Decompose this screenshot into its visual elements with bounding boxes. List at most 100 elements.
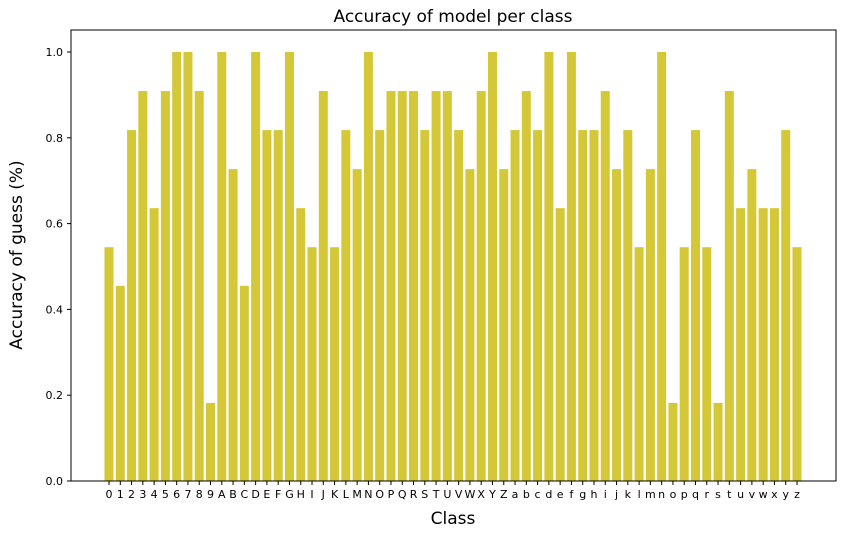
plot-frame	[70, 29, 837, 482]
bar-3	[138, 91, 148, 481]
x-tick-label: h	[590, 488, 597, 501]
bar-r	[702, 247, 712, 481]
x-tick-label: p	[681, 488, 688, 501]
x-tick-label: P	[388, 488, 395, 501]
x-tick-label: 2	[128, 488, 135, 501]
x-tick-label: M	[352, 488, 362, 501]
x-tick-label: Q	[398, 488, 407, 501]
x-tick-label: f	[569, 488, 574, 501]
x-tick-label: 5	[162, 488, 169, 501]
x-tick-label: E	[263, 488, 270, 501]
x-tick-label: z	[794, 488, 800, 501]
x-tick-label: T	[432, 488, 440, 501]
bar-e	[555, 208, 565, 481]
x-tick-label: N	[364, 488, 372, 501]
bar-l	[634, 247, 644, 481]
x-tick-label: q	[692, 488, 699, 501]
bar-a	[510, 130, 520, 481]
x-tick-label: L	[343, 488, 350, 501]
bar-E	[262, 130, 272, 481]
bar-w	[758, 208, 768, 481]
bar-L	[341, 130, 351, 481]
x-tick-label: B	[229, 488, 237, 501]
bar-9	[206, 402, 216, 481]
bar-S	[420, 130, 430, 481]
y-tick-label: 0.8	[46, 132, 64, 145]
bar-s	[713, 402, 723, 481]
bar-o	[668, 402, 678, 481]
y-tick-label: 0.0	[46, 475, 64, 488]
bar-7	[183, 52, 193, 481]
x-tick-label: y	[782, 488, 789, 501]
x-tick-label: F	[275, 488, 281, 501]
bar-v	[747, 169, 757, 481]
bar-H	[296, 208, 306, 481]
bar-X	[476, 91, 486, 481]
bar-p	[679, 247, 689, 481]
bar-5	[160, 91, 170, 481]
bar-2	[127, 130, 137, 481]
x-tick-label: A	[218, 488, 226, 501]
bar-B	[228, 169, 238, 481]
bar-u	[736, 208, 746, 481]
x-tick-label: O	[375, 488, 384, 501]
x-tick-label: s	[715, 488, 721, 501]
x-tick-label: G	[285, 488, 294, 501]
bar-6	[172, 52, 182, 481]
bar-x	[769, 208, 779, 481]
x-tick-label: d	[545, 488, 552, 501]
bar-N	[363, 52, 373, 481]
bar-k	[623, 130, 633, 481]
bar-R	[409, 91, 419, 481]
bar-c	[533, 130, 543, 481]
bar-I	[307, 247, 317, 481]
bar-F	[273, 130, 283, 481]
x-tick-label: i	[604, 488, 607, 501]
bar-D	[251, 52, 261, 481]
bar-J	[318, 91, 328, 481]
x-tick-label: 3	[139, 488, 146, 501]
x-tick-label: V	[455, 488, 463, 501]
bar-i	[600, 91, 610, 481]
x-tick-label: K	[331, 488, 339, 501]
bar-Q	[397, 91, 407, 481]
x-tick-label: m	[645, 488, 656, 501]
bar-O	[375, 130, 385, 481]
bar-P	[386, 91, 396, 481]
bar-q	[690, 130, 700, 481]
x-tick-label: j	[614, 488, 618, 501]
bar-K	[330, 247, 340, 481]
x-tick-label: H	[297, 488, 305, 501]
bar-z	[792, 247, 802, 481]
x-tick-label: u	[737, 488, 744, 501]
bar-n	[657, 52, 667, 481]
bar-Z	[499, 169, 509, 481]
bar-Y	[487, 52, 497, 481]
x-tick-label: 4	[151, 488, 158, 501]
bar-g	[578, 130, 588, 481]
x-tick-label: C	[241, 488, 249, 501]
bar-y	[781, 130, 791, 481]
x-tick-label: R	[410, 488, 418, 501]
bars-group	[104, 52, 802, 481]
x-tick-label: 7	[184, 488, 191, 501]
x-tick-label: l	[638, 488, 641, 501]
x-tick-label: W	[464, 488, 475, 501]
bar-f	[566, 52, 576, 481]
x-tick-label: n	[658, 488, 665, 501]
x-tick-label: c	[535, 488, 541, 501]
bar-j	[612, 169, 622, 481]
bar-d	[544, 52, 554, 481]
x-tick-label: U	[443, 488, 451, 501]
bar-A	[217, 52, 227, 481]
bar-4	[149, 208, 159, 481]
x-tick-label: 6	[173, 488, 180, 501]
x-tick-label: a	[512, 488, 519, 501]
x-axis-label: Class	[431, 509, 476, 529]
bar-U	[442, 91, 452, 481]
x-tick-label: 1	[117, 488, 124, 501]
x-tick-label: x	[771, 488, 778, 501]
y-axis-label: Accuracy of guess (%)	[7, 160, 27, 349]
